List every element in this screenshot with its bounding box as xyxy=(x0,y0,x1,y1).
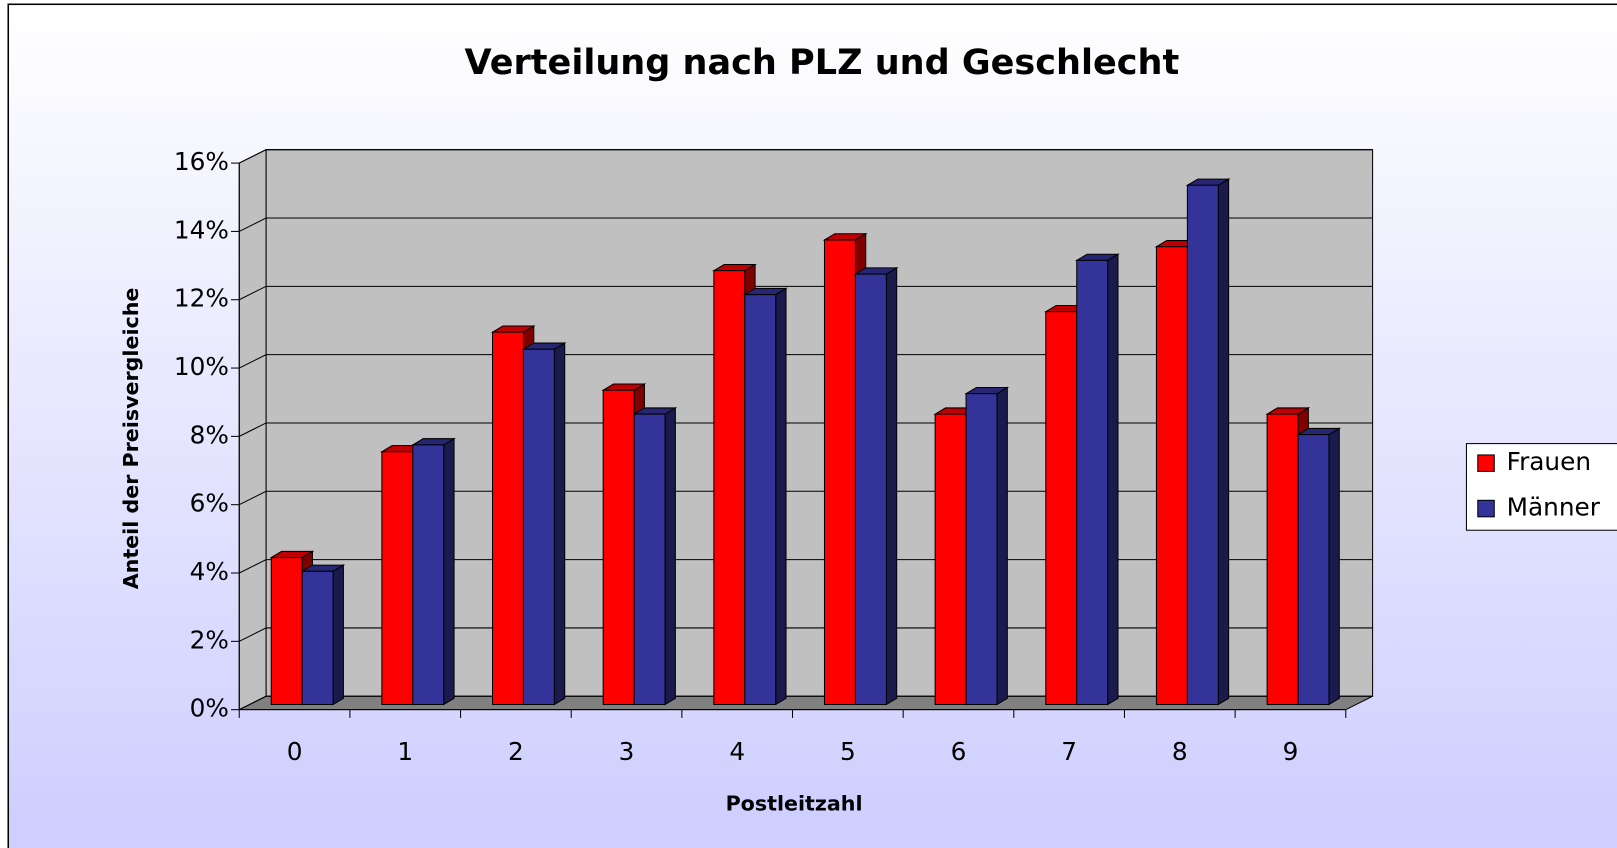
x-tick-label: 9 xyxy=(1283,737,1299,766)
x-tick-label: 3 xyxy=(619,737,635,766)
y-tick-label: 4% xyxy=(190,557,229,586)
y-tick-label: 8% xyxy=(190,420,229,449)
bar xyxy=(853,266,899,706)
bar-front xyxy=(301,570,334,706)
y-tick-label: 12% xyxy=(174,284,229,313)
x-tick-label: 1 xyxy=(397,737,413,766)
bar-side xyxy=(1328,427,1340,706)
bar-front xyxy=(412,444,445,706)
bar-front xyxy=(1155,246,1188,706)
bar-side xyxy=(664,407,676,706)
grid-line xyxy=(239,354,1373,369)
y-tick-label: 14% xyxy=(174,215,229,244)
bar-front xyxy=(934,413,967,706)
bar xyxy=(1185,178,1231,706)
x-tick-label: 4 xyxy=(729,737,745,766)
bar-front xyxy=(1297,434,1330,706)
y-tick-label: 2% xyxy=(190,625,229,654)
bar-front xyxy=(823,239,856,706)
bar xyxy=(964,386,1010,706)
bar-side xyxy=(1107,253,1119,706)
bar-front xyxy=(602,389,635,706)
bar-side xyxy=(1217,178,1230,706)
y-axis-label: Anteil der Preisvergleiche xyxy=(119,288,143,590)
bar-front xyxy=(381,451,414,706)
bar-front xyxy=(854,273,887,706)
chart-title: Verteilung nach PLZ und Geschlecht xyxy=(465,42,1180,83)
legend-label: Männer xyxy=(1507,493,1601,522)
bar xyxy=(1296,427,1342,706)
x-tick-label: 5 xyxy=(840,737,856,766)
legend-label: Frauen xyxy=(1507,447,1591,476)
y-tick-label: 6% xyxy=(190,489,229,518)
bar-front xyxy=(713,270,746,706)
grid-line xyxy=(239,285,1373,301)
bar xyxy=(632,407,678,706)
bar-front xyxy=(1186,184,1219,706)
x-tick-label: 0 xyxy=(287,737,303,766)
x-tick-label: 8 xyxy=(1172,737,1188,766)
grid-line xyxy=(239,217,1373,232)
bar-front xyxy=(965,393,998,706)
legend-swatch xyxy=(1477,454,1495,472)
y-tick-label: 0% xyxy=(190,694,229,723)
x-tick-label: 7 xyxy=(1061,737,1077,766)
bar-front xyxy=(1076,259,1109,706)
bar xyxy=(1074,253,1120,706)
bar xyxy=(300,564,346,706)
legend-swatch xyxy=(1477,499,1495,518)
y-tick-label: 16% xyxy=(174,147,229,176)
bar-side xyxy=(332,564,344,706)
bar-side xyxy=(775,287,787,706)
bar xyxy=(742,287,788,706)
x-tick-label: 2 xyxy=(508,737,524,766)
bar-front xyxy=(1266,413,1299,706)
bar xyxy=(521,342,567,706)
bar-side xyxy=(553,342,566,706)
grid-line xyxy=(239,149,1373,164)
x-tick-label: 6 xyxy=(951,737,967,766)
bar-front xyxy=(744,294,777,706)
x-axis-label: Postleitzahl xyxy=(726,792,863,816)
bar-side xyxy=(885,266,898,706)
bar-front xyxy=(522,348,555,706)
bar-side xyxy=(996,386,1008,706)
bar-front xyxy=(633,413,666,706)
bar-side xyxy=(443,437,455,706)
bar xyxy=(410,437,456,706)
y-tick-label: 10% xyxy=(174,352,229,381)
bar-front xyxy=(492,331,524,706)
bar-front xyxy=(1045,311,1078,706)
bar-front xyxy=(270,557,303,706)
